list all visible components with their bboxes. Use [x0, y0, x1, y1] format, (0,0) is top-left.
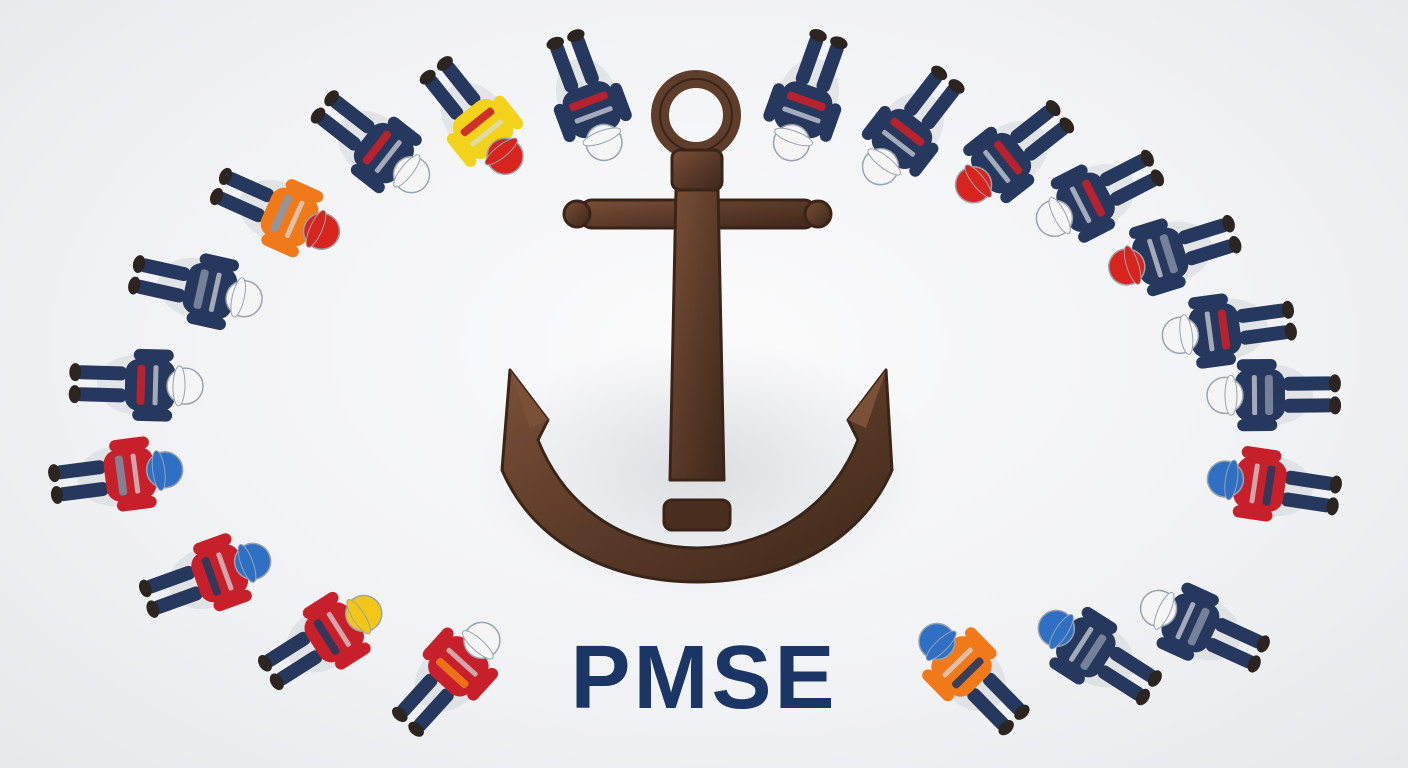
anchor-collar — [670, 148, 724, 192]
worker-figure — [68, 348, 204, 422]
workers-group — [48, 28, 1342, 737]
worker-figure — [128, 253, 263, 331]
worker-figure — [861, 65, 965, 186]
worker-figure — [1108, 214, 1242, 297]
brand-title: PMSE — [570, 628, 838, 728]
worker-figure — [258, 591, 383, 691]
worker-figure — [392, 621, 501, 737]
worker-figure — [310, 90, 431, 194]
worker-figure — [419, 56, 524, 175]
worker-figure — [48, 436, 184, 512]
worker-figure — [1139, 582, 1270, 673]
worker-figure — [1206, 446, 1342, 522]
worker-figure — [1035, 149, 1165, 243]
worker-figure — [1037, 606, 1162, 706]
worker-figure — [763, 28, 848, 162]
worker-figure — [209, 167, 341, 258]
worker-figure — [139, 533, 272, 618]
anchor-icon — [500, 70, 894, 584]
worker-figure — [546, 29, 632, 162]
worker-figure — [918, 622, 1030, 736]
worker-figure — [1161, 293, 1297, 369]
anchor-shank — [668, 188, 726, 482]
worker-figure — [954, 100, 1075, 204]
worker-figure — [1206, 358, 1342, 432]
